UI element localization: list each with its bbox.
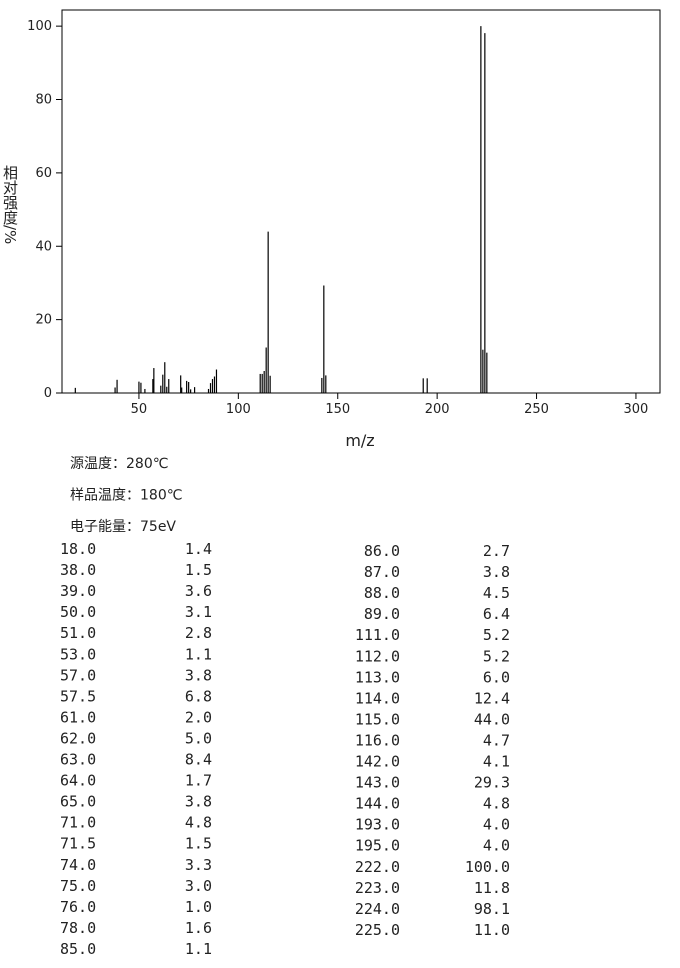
table-mass: 85.0 (60, 940, 96, 958)
table-intensity: 44.0 (474, 710, 510, 728)
table-mass: 142.0 (355, 753, 400, 771)
table-mass: 18.0 (60, 540, 96, 558)
table-mass: 51.0 (60, 624, 96, 642)
table-intensity: 2.7 (483, 542, 510, 560)
table-intensity: 2.0 (185, 708, 212, 726)
table-intensity: 4.8 (185, 814, 212, 832)
x-tick-label: 150 (325, 402, 350, 417)
table-intensity: 3.3 (185, 856, 212, 874)
table-mass: 87.0 (364, 563, 400, 581)
x-tick-label: 200 (425, 402, 450, 417)
table-intensity: 6.4 (483, 605, 510, 623)
table-mass: 195.0 (355, 837, 400, 855)
table-mass: 65.0 (60, 793, 96, 811)
table-mass: 86.0 (364, 542, 400, 560)
table-intensity: 1.1 (185, 940, 212, 958)
table-mass: 112.0 (355, 647, 400, 665)
table-mass: 62.0 (60, 729, 96, 747)
x-tick-label: 300 (624, 402, 649, 417)
table-intensity: 4.0 (483, 837, 510, 855)
table-intensity: 100.0 (465, 858, 510, 876)
table-intensity: 4.5 (483, 584, 510, 602)
condition: 样品温度：180℃ (70, 488, 182, 504)
table-mass: 74.0 (60, 856, 96, 874)
table-mass: 224.0 (355, 900, 400, 918)
table-mass: 57.0 (60, 666, 96, 684)
table-mass: 144.0 (355, 795, 400, 813)
y-tick-label: 60 (35, 166, 52, 181)
table-intensity: 3.6 (185, 582, 212, 600)
table-intensity: 11.8 (474, 879, 510, 897)
x-tick-label: 50 (131, 402, 148, 417)
table-intensity: 4.7 (483, 731, 510, 749)
table-intensity: 3.1 (185, 603, 212, 621)
table-mass: 193.0 (355, 816, 400, 834)
y-axis-label: 相对强度/% (1, 165, 19, 244)
table-intensity: 6.8 (185, 687, 212, 705)
table-mass: 223.0 (355, 879, 400, 897)
table-mass: 71.0 (60, 814, 96, 832)
table-mass: 115.0 (355, 710, 400, 728)
table-intensity: 8.4 (185, 751, 212, 769)
condition: 源温度：280℃ (70, 456, 168, 472)
y-tick-label: 100 (27, 19, 52, 34)
table-mass: 89.0 (364, 605, 400, 623)
table-mass: 53.0 (60, 645, 96, 663)
table-mass: 114.0 (355, 689, 400, 707)
table-intensity: 5.2 (483, 626, 510, 644)
condition: 电子能量：75eV (70, 519, 176, 535)
x-axis-label: m/z (345, 431, 374, 450)
table-intensity: 12.4 (474, 689, 510, 707)
table-intensity: 1.4 (185, 540, 212, 558)
table-intensity: 98.1 (474, 900, 510, 918)
y-tick-label: 40 (35, 239, 52, 254)
table-mass: 113.0 (355, 668, 400, 686)
table-intensity: 6.0 (483, 668, 510, 686)
table-intensity: 4.8 (483, 795, 510, 813)
table-intensity: 3.8 (185, 793, 212, 811)
y-tick-label: 80 (35, 93, 52, 108)
table-intensity: 3.0 (185, 877, 212, 895)
table-mass: 50.0 (60, 603, 96, 621)
table-mass: 57.5 (60, 687, 96, 705)
table-intensity: 1.5 (185, 835, 212, 853)
table-intensity: 5.0 (185, 729, 212, 747)
table-mass: 38.0 (60, 561, 96, 579)
table-intensity: 3.8 (185, 666, 212, 684)
table-mass: 143.0 (355, 774, 400, 792)
table-mass: 88.0 (364, 584, 400, 602)
table-intensity: 1.0 (185, 898, 212, 916)
table-mass: 75.0 (60, 877, 96, 895)
table-mass: 222.0 (355, 858, 400, 876)
table-mass: 225.0 (355, 921, 400, 939)
table-intensity: 4.1 (483, 753, 510, 771)
plot-frame (61, 9, 661, 394)
table-mass: 63.0 (60, 751, 96, 769)
table-mass: 39.0 (60, 582, 96, 600)
table-mass: 76.0 (60, 898, 96, 916)
table-intensity: 4.0 (483, 816, 510, 834)
table-intensity: 5.2 (483, 647, 510, 665)
table-intensity: 3.8 (483, 563, 510, 581)
table-mass: 78.0 (60, 919, 96, 937)
table-mass: 61.0 (60, 708, 96, 726)
table-intensity: 1.7 (185, 772, 212, 790)
table-mass: 64.0 (60, 772, 96, 790)
y-tick-label: 20 (35, 313, 52, 328)
table-intensity: 1.6 (185, 919, 212, 937)
x-tick-label: 100 (226, 402, 251, 417)
table-intensity: 2.8 (185, 624, 212, 642)
table-mass: 116.0 (355, 731, 400, 749)
table-intensity: 1.1 (185, 645, 212, 663)
y-tick-label: 0 (44, 386, 52, 401)
x-tick-label: 250 (524, 402, 549, 417)
table-intensity: 11.0 (474, 921, 510, 939)
table-mass: 111.0 (355, 626, 400, 644)
table-intensity: 1.5 (185, 561, 212, 579)
table-mass: 71.5 (60, 835, 96, 853)
table-intensity: 29.3 (474, 774, 510, 792)
